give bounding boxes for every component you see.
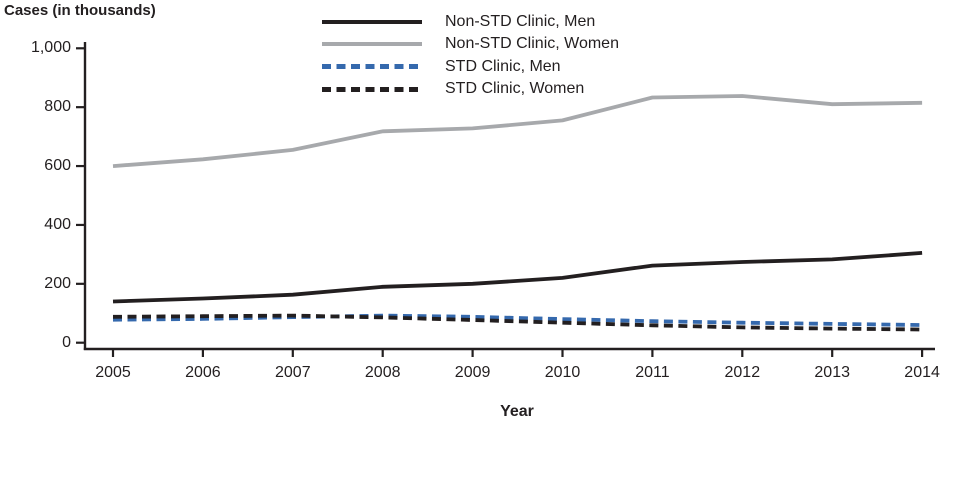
legend-label: STD Clinic, Men <box>445 57 561 75</box>
x-axis-title: Year <box>500 403 534 420</box>
x-tick-label: 2013 <box>814 364 850 381</box>
legend-item: Non-STD Clinic, Women <box>322 33 619 55</box>
y-tick-label: 600 <box>44 157 71 175</box>
legend-label: Non-STD Clinic, Men <box>445 13 596 31</box>
y-tick-label: 0 <box>62 333 71 351</box>
legend-label: Non-STD Clinic, Women <box>445 35 619 53</box>
x-tick-label: 2011 <box>635 364 670 381</box>
x-tick-label: 2012 <box>724 364 761 381</box>
line-non-std-clinic-men <box>112 251 923 304</box>
legend: Non-STD Clinic, Men Non-STD Clinic, Wome… <box>322 11 619 100</box>
y-tick-label: 1,000 <box>30 39 71 57</box>
x-tick-label: 2014 <box>904 364 940 381</box>
x-tick-label: 2008 <box>364 364 401 381</box>
chart-title: Cases (in thousands) <box>4 2 156 19</box>
y-tick-label: 200 <box>44 274 71 292</box>
y-tick-label: 400 <box>44 215 71 233</box>
legend-label: STD Clinic, Women <box>445 80 585 98</box>
legend-item: Non-STD Clinic, Men <box>322 11 619 33</box>
legend-item: STD Clinic, Men <box>322 56 619 78</box>
x-tick-label: 2007 <box>275 364 311 381</box>
legend-item: STD Clinic, Women <box>322 78 619 100</box>
line-std-clinic-women <box>112 313 923 332</box>
legend-line-sample <box>322 20 422 25</box>
x-tick-label: 2005 <box>95 364 131 381</box>
y-tick-label: 800 <box>44 98 71 116</box>
x-tick-label: 2006 <box>185 364 221 381</box>
x-tick-label: 2010 <box>544 364 581 381</box>
legend-line-sample <box>322 42 422 47</box>
legend-line-sample <box>322 86 422 92</box>
line-std-clinic-men <box>112 313 923 327</box>
x-tick-label: 2009 <box>454 364 491 381</box>
legend-line-sample <box>322 64 422 70</box>
line-non-std-clinic-women <box>112 94 923 168</box>
